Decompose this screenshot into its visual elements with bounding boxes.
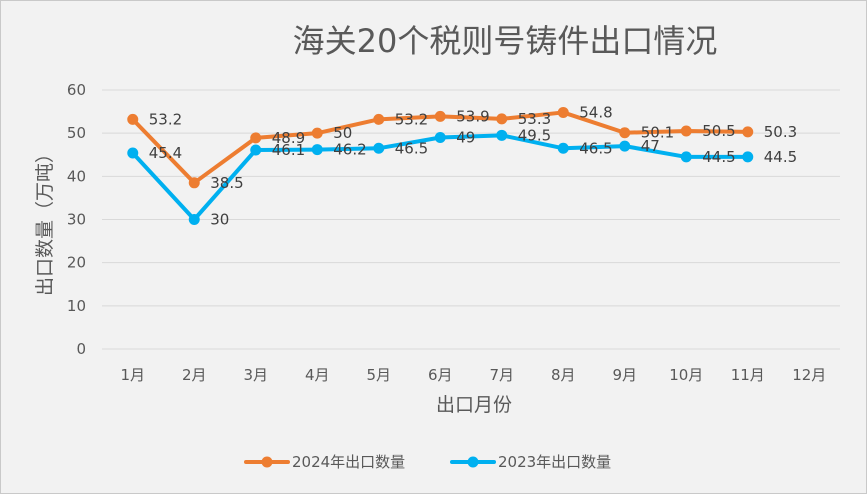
data-point	[127, 147, 139, 159]
x-tick-label: 9月	[612, 366, 637, 384]
y-tick-label: 60	[67, 81, 86, 99]
legend-label: 2024年出口数量	[292, 453, 405, 471]
data-point	[311, 127, 323, 139]
x-axis-title: 出口月份	[436, 394, 512, 416]
data-point	[742, 151, 754, 163]
data-point	[557, 106, 569, 118]
x-axis-ticks: 1月 2月 3月 4月 5月 6月 7月 8月 9月 10月 11月 12月	[120, 366, 826, 384]
legend-label: 2023年出口数量	[498, 453, 611, 471]
x-tick-label: 3月	[243, 366, 268, 384]
data-point	[496, 113, 508, 125]
legend-marker	[261, 456, 273, 468]
data-label: 53.2	[149, 110, 182, 128]
data-label: 50.1	[641, 124, 674, 142]
data-label: 38.5	[210, 174, 243, 192]
data-point	[311, 144, 323, 156]
data-label: 46.2	[333, 141, 366, 159]
data-point	[619, 140, 631, 152]
legend-marker	[467, 456, 479, 468]
y-tick-label: 50	[67, 124, 86, 142]
data-point	[250, 144, 262, 156]
data-label: 49.5	[518, 126, 551, 144]
data-label: 44.5	[702, 148, 735, 166]
y-tick-label: 10	[67, 297, 86, 315]
series-group	[127, 106, 754, 225]
data-labels: 53.2 38.5 48.9 50 53.2 53.9 53.3 54.8 50.1 50.5 50…	[149, 103, 797, 228]
data-label: 50	[333, 124, 352, 142]
data-point	[373, 142, 385, 154]
data-point	[680, 125, 692, 137]
x-tick-label: 2月	[182, 366, 207, 384]
data-label: 44.5	[764, 148, 797, 166]
x-tick-label: 11月	[731, 366, 765, 384]
y-tick-label: 40	[67, 167, 86, 185]
x-tick-label: 7月	[489, 366, 514, 384]
y-tick-label: 20	[67, 254, 86, 272]
data-point	[250, 132, 262, 144]
x-tick-label: 10月	[669, 366, 703, 384]
data-label: 49	[456, 128, 475, 146]
data-point	[496, 129, 508, 141]
data-point	[742, 126, 754, 138]
data-point	[434, 131, 446, 143]
data-point	[434, 110, 446, 122]
data-point	[188, 177, 200, 189]
data-label: 53.3	[518, 110, 551, 128]
data-label: 50.3	[764, 123, 797, 141]
data-label: 47	[641, 137, 660, 155]
data-label: 45.4	[149, 144, 182, 162]
data-point	[188, 214, 200, 225]
data-label: 50.5	[702, 122, 735, 140]
x-tick-label: 12月	[792, 366, 826, 384]
data-label: 46.5	[579, 139, 612, 157]
x-tick-label: 8月	[551, 366, 576, 384]
data-label: 46.5	[395, 139, 428, 157]
legend: 2024年出口数量 2023年出口数量	[244, 453, 611, 471]
chart-title: 海关20个税则号铸件出口情况	[293, 22, 718, 60]
data-label: 30	[210, 211, 229, 229]
x-tick-label: 4月	[305, 366, 330, 384]
data-label: 54.8	[579, 103, 612, 121]
data-point	[373, 113, 385, 125]
data-point	[127, 113, 139, 125]
x-tick-label: 6月	[428, 366, 453, 384]
data-label: 53.9	[456, 107, 489, 125]
data-point	[680, 151, 692, 163]
data-point	[619, 127, 631, 139]
data-label: 53.2	[395, 110, 428, 128]
x-tick-label: 1月	[120, 366, 145, 384]
y-axis-ticks: 0 10 20 30 40 50 60	[67, 81, 86, 358]
y-axis-title: 出口数量（万吨）	[34, 144, 56, 296]
y-tick-label: 0	[76, 340, 86, 358]
x-tick-label: 5月	[366, 366, 391, 384]
y-tick-label: 30	[67, 211, 86, 229]
data-label: 46.1	[272, 141, 305, 159]
data-point	[557, 142, 569, 154]
data-label: 48.9	[272, 129, 305, 147]
